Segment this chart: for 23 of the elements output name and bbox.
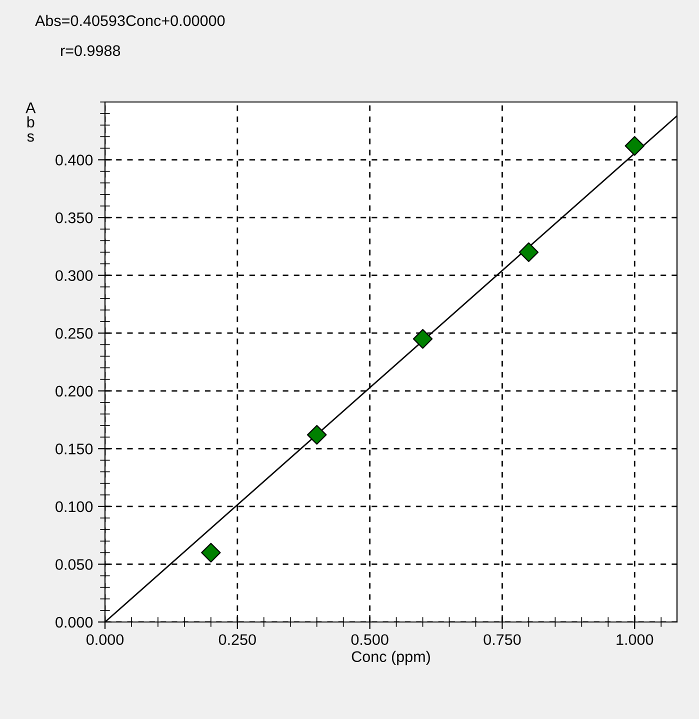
x-axis-title: Conc (ppm)	[352, 650, 430, 666]
y-tick-label: 0.100	[56, 501, 93, 512]
text: Abs=0.40593Conc+0.00000	[35, 14, 225, 26]
y-tick-label: 0.350	[56, 212, 93, 224]
x-tick-label: 0.750	[484, 634, 521, 646]
x-tick-label: 0.000	[86, 634, 124, 646]
y-tick-label: 0.150	[56, 444, 93, 454]
point	[306, 424, 327, 445]
y-tick-label: 0.000	[56, 616, 93, 628]
y-tick-label: 0.250	[56, 328, 93, 339]
point	[201, 542, 221, 563]
y-tick-label: 0.300	[56, 270, 93, 282]
y-tick-label: 0.050	[56, 559, 93, 570]
y-tick-label: 0.200	[56, 386, 93, 397]
point	[518, 242, 539, 262]
y-tick-label: 0.400	[56, 154, 93, 166]
x-tick-label: 0.500	[351, 634, 388, 646]
text: r=0.9988	[61, 45, 120, 56]
x-tick-label: 0.250	[218, 634, 256, 646]
point	[624, 136, 644, 156]
y-axis-title: Abs	[26, 102, 36, 142]
point	[412, 329, 433, 349]
x-tick-label: 1.000	[616, 634, 654, 646]
